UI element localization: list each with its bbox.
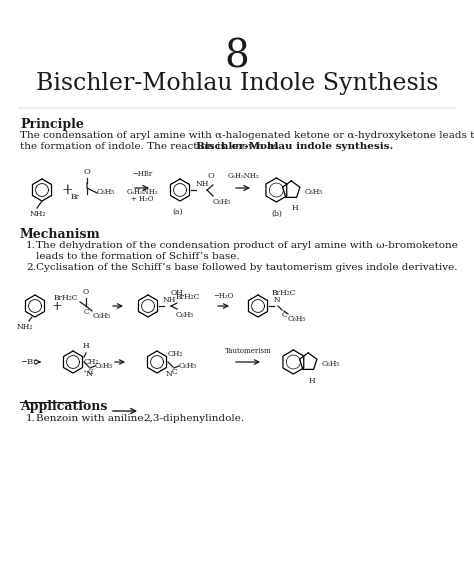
- Text: O: O: [83, 168, 91, 176]
- Text: Mechanism: Mechanism: [20, 228, 101, 241]
- Text: C₆H₅: C₆H₅: [288, 315, 306, 323]
- Text: (b): (b): [272, 210, 283, 218]
- Text: NH₂: NH₂: [30, 210, 46, 218]
- Text: 1.: 1.: [26, 414, 36, 423]
- Text: +: +: [52, 299, 62, 313]
- Text: The dehydration of the condensation product of aryl amine with ω-bromoketone: The dehydration of the condensation prod…: [36, 241, 458, 250]
- Text: Principle: Principle: [20, 118, 84, 131]
- Text: The condensation of aryl amine with α-halogenated ketone or α-hydroxyketone lead: The condensation of aryl amine with α-ha…: [20, 131, 474, 140]
- Text: C: C: [172, 368, 178, 376]
- Text: N: N: [166, 370, 173, 378]
- Text: N: N: [274, 296, 281, 304]
- Text: Bischler-Mohlau Indole Synthesis: Bischler-Mohlau Indole Synthesis: [36, 72, 438, 95]
- Text: 2.: 2.: [26, 263, 36, 272]
- Text: NH₂: NH₂: [17, 323, 33, 331]
- Text: Applications: Applications: [20, 400, 108, 413]
- Text: H: H: [309, 377, 315, 385]
- Text: leads to the formation of Schiff’s base.: leads to the formation of Schiff’s base.: [36, 252, 240, 261]
- Text: C₆H₅: C₆H₅: [95, 362, 113, 370]
- Text: C₆H₅: C₆H₅: [305, 188, 323, 196]
- Text: OH: OH: [171, 289, 184, 297]
- Text: C₆H₅: C₆H₅: [322, 360, 340, 368]
- Text: C₆H₅: C₆H₅: [179, 362, 197, 370]
- Text: the formation of indole. The reaction is known as: the formation of indole. The reaction is…: [20, 142, 282, 151]
- Text: O: O: [208, 172, 214, 180]
- Text: +: +: [61, 183, 73, 197]
- Text: −HBr: −HBr: [132, 170, 152, 178]
- Text: BrH₂C: BrH₂C: [272, 289, 297, 297]
- Text: NH: NH: [163, 296, 176, 304]
- Text: BrH₂C: BrH₂C: [54, 294, 78, 302]
- Text: 1.: 1.: [26, 241, 36, 250]
- Text: H: H: [82, 342, 89, 350]
- Text: C₆H₅NH₂: C₆H₅NH₂: [126, 188, 158, 196]
- Text: Bischler-Mohlau indole synthesis.: Bischler-Mohlau indole synthesis.: [196, 142, 393, 151]
- Text: CH₂: CH₂: [168, 350, 183, 358]
- Text: −Br: −Br: [20, 358, 37, 366]
- Text: CH₂: CH₂: [84, 358, 100, 366]
- Text: NH: NH: [196, 180, 210, 188]
- Text: C: C: [84, 308, 90, 316]
- Text: C₆H₅: C₆H₅: [97, 188, 115, 196]
- Text: Cyclisation of the Schiff’s base followed by tautomerism gives indole derivative: Cyclisation of the Schiff’s base followe…: [36, 263, 457, 272]
- Text: −H₂O: −H₂O: [213, 292, 233, 300]
- Text: (a): (a): [173, 208, 183, 216]
- Text: H: H: [292, 204, 298, 212]
- Text: 8: 8: [225, 38, 249, 75]
- Text: C: C: [282, 311, 288, 319]
- Text: Br: Br: [71, 193, 80, 201]
- Text: O: O: [83, 288, 89, 296]
- Text: BrH₂C: BrH₂C: [176, 293, 201, 301]
- Text: Tautomerism: Tautomerism: [225, 347, 272, 355]
- Text: C₆H₅NH₂: C₆H₅NH₂: [227, 172, 259, 180]
- Text: C₆H₅: C₆H₅: [176, 311, 194, 319]
- Text: C: C: [88, 368, 94, 376]
- Text: 2,3-diphenylindole.: 2,3-diphenylindole.: [143, 414, 244, 423]
- Text: + H₂O: + H₂O: [131, 195, 153, 203]
- Text: Benzoin with aniline: Benzoin with aniline: [36, 414, 144, 423]
- Text: C₆H₅: C₆H₅: [213, 198, 231, 206]
- Text: ⁺N: ⁺N: [82, 370, 93, 378]
- Text: C₆H₅: C₆H₅: [93, 312, 111, 320]
